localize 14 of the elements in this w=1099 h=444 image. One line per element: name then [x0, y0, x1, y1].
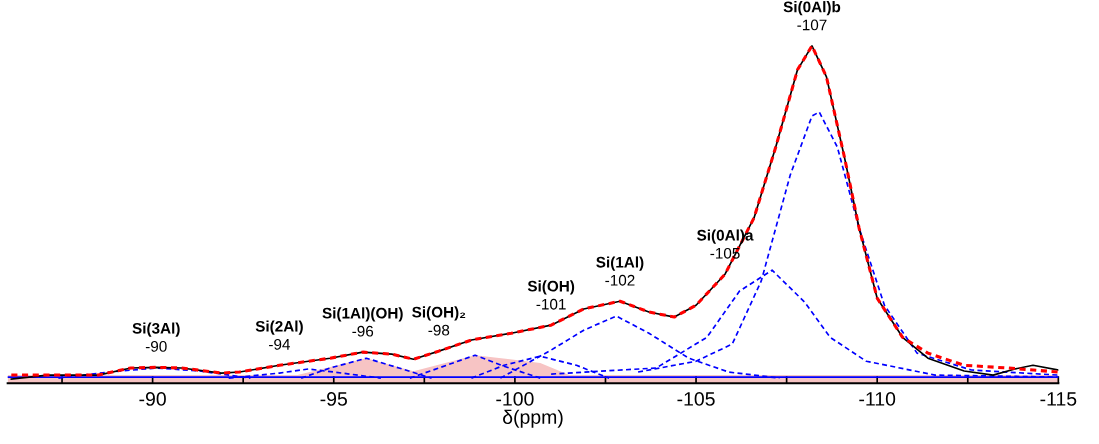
x-tick-label: -115 [1040, 392, 1077, 406]
x-tick-label: -90 [139, 392, 166, 406]
x-tick-label: -110 [859, 392, 896, 406]
x-tick-label: -105 [677, 392, 715, 406]
annotation: Si(0Al)b -107 [783, 1, 841, 31]
x-tick-label: -100 [496, 392, 534, 406]
annotation: Si(1Al) -102 [596, 256, 644, 286]
annotation: Si(2Al) -94 [255, 320, 303, 350]
annotation: Si(OH) -101 [527, 280, 575, 310]
annotation: Si(3Al) -90 [132, 322, 180, 352]
annotation: Si(OH)₂ -98 [412, 306, 466, 336]
x-tick-label: -95 [320, 392, 347, 406]
x-axis-title: δ(ppm) [503, 409, 563, 428]
annotation: Si(1Al)(OH) -96 [322, 307, 403, 337]
